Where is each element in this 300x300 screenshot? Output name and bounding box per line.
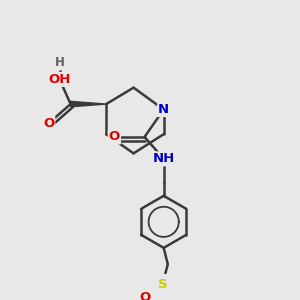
Text: O: O: [109, 130, 120, 143]
Text: O: O: [43, 117, 54, 130]
Text: S: S: [158, 278, 167, 291]
Text: NH: NH: [153, 152, 175, 165]
Text: O: O: [139, 291, 150, 300]
Text: N: N: [158, 103, 169, 116]
Text: H: H: [55, 56, 64, 70]
Text: OH: OH: [48, 73, 71, 86]
Polygon shape: [70, 101, 106, 107]
